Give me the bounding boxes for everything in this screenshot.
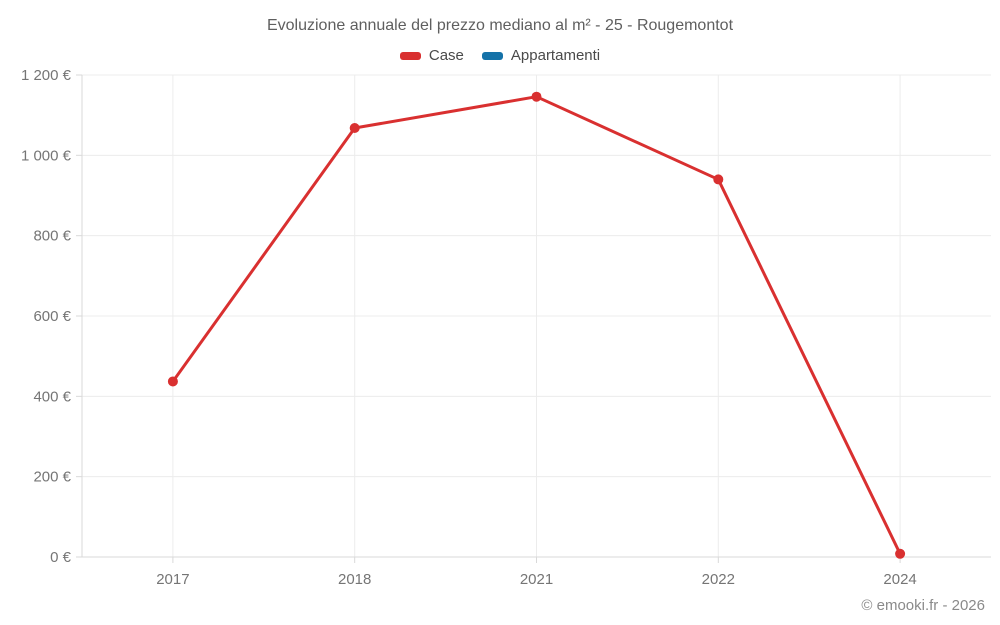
case-data-point[interactable] xyxy=(895,548,906,559)
copyright-credit: © emooki.fr - 2026 xyxy=(861,597,985,614)
y-axis-tick-label: 1 200 € xyxy=(21,67,72,84)
case-data-point[interactable] xyxy=(349,123,360,134)
case-series-marker-icon xyxy=(399,51,421,60)
case-data-point[interactable] xyxy=(531,91,542,102)
case-data-point[interactable] xyxy=(167,376,178,387)
y-axis-tick-label: 200 € xyxy=(33,469,71,486)
legend-item-appartamenti[interactable]: Appartamenti xyxy=(481,47,601,64)
legend-label-case: Case xyxy=(428,47,464,64)
y-axis-tick-label: 600 € xyxy=(33,308,71,325)
x-axis-tick-label: 2024 xyxy=(883,571,916,588)
y-axis-tick-label: 1 000 € xyxy=(21,147,72,164)
appartamenti-series-marker-icon xyxy=(481,51,503,60)
legend-item-case[interactable]: Case xyxy=(399,47,464,64)
legend: Case Appartamenti xyxy=(0,47,1000,64)
case-data-point[interactable] xyxy=(713,174,724,185)
x-axis-tick-label: 2017 xyxy=(156,571,189,588)
chart-title: Evoluzione annuale del prezzo mediano al… xyxy=(266,17,734,34)
x-axis-tick-label: 2021 xyxy=(520,571,553,588)
y-axis-tick-label: 0 € xyxy=(50,549,72,566)
x-axis-tick-label: 2022 xyxy=(702,571,735,588)
legend-label-appartamenti: Appartamenti xyxy=(510,47,601,64)
y-axis-tick-label: 400 € xyxy=(33,388,71,405)
y-axis-tick-label: 800 € xyxy=(33,228,71,245)
x-axis-tick-label: 2018 xyxy=(338,571,371,588)
